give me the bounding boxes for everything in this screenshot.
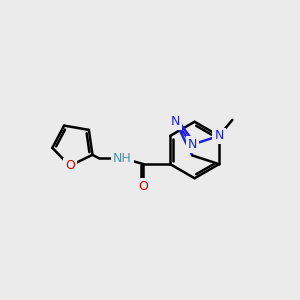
Text: O: O <box>65 159 75 172</box>
Text: N: N <box>188 138 197 151</box>
Text: N: N <box>171 115 180 128</box>
Text: NH: NH <box>113 152 132 165</box>
Text: O: O <box>138 180 148 193</box>
Text: N: N <box>214 129 224 142</box>
